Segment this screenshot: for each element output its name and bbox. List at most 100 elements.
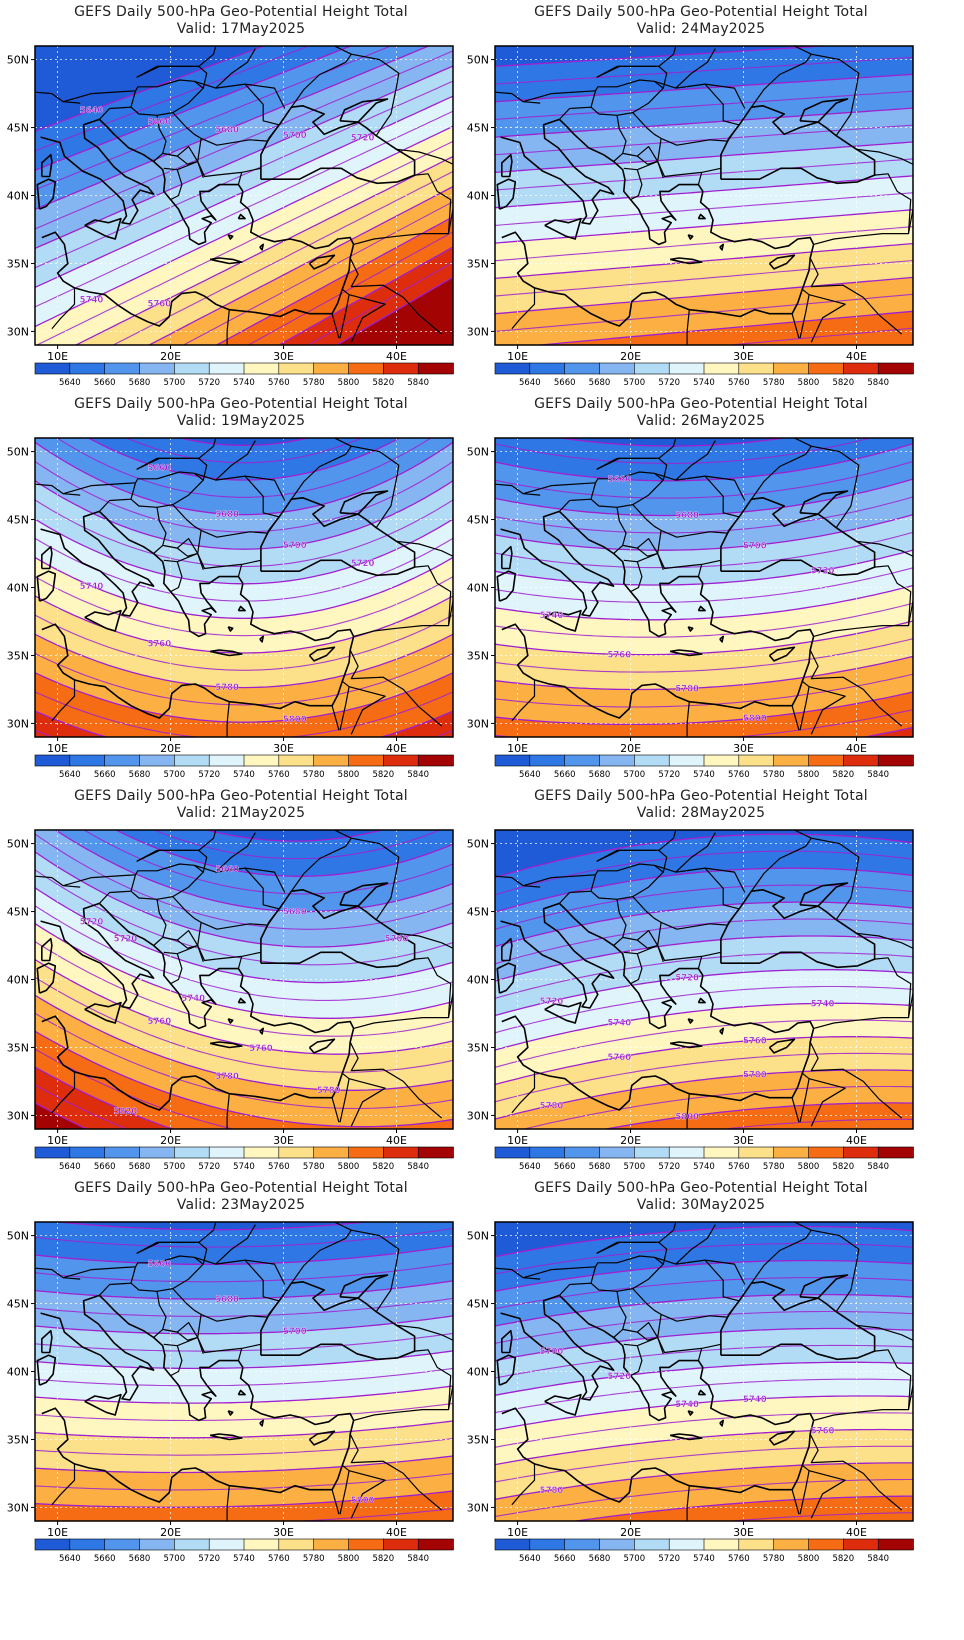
colorbar-swatch [668,1538,705,1551]
contour-label: 5820 [114,1107,138,1117]
country-border [163,951,183,985]
lat-tick-label: 50N [7,54,29,67]
colorbar-swatch [243,754,280,767]
coastline [669,1041,703,1049]
lat-tick-label: 45N [467,1298,489,1311]
country-border [51,1463,76,1506]
colorbar-swatch [773,1146,810,1159]
contour-line [35,851,453,948]
colorbar-swatch [842,1538,879,1551]
height-band [35,1031,453,1129]
colorbar-swatch [494,362,531,375]
coastline [227,1018,234,1024]
lon-tick-label: 10E [507,350,528,363]
colorbar-swatch [313,1538,350,1551]
coastline [501,937,513,962]
colorbar-label: 5820 [832,1554,854,1564]
coastlines [495,1222,913,1521]
colorbar: 5640 5660 5680 5700 5720 5740 5760 5780 5800 5820… [34,362,454,388]
contour-line [35,710,453,737]
lat-tick-label: 40N [467,190,489,203]
lon-tick-label: 20E [160,742,181,755]
colorbar-swatch [243,1538,280,1551]
colorbar-label: 5680 [589,1162,611,1172]
coastline [544,1393,582,1416]
country-border [657,138,722,178]
contour-line [147,185,453,345]
colorbar-swatch [738,754,775,767]
contour-label: 5700 [283,541,307,551]
height-band [35,1491,453,1521]
country-border [791,705,800,731]
height-band [35,1102,87,1129]
country-border [590,863,664,900]
coastline [339,490,389,515]
colorbar-swatch [877,1538,914,1551]
country-border [791,1097,800,1123]
country-border [237,172,243,185]
coastline [227,234,234,240]
contour-line [495,531,913,569]
coastline [500,510,615,617]
height-band [495,691,913,737]
lon-tick-label: 30E [733,1526,754,1539]
contour-line [35,556,453,620]
country-border [396,1324,453,1341]
colorbar-label: 5680 [129,378,151,388]
contour-line [35,65,453,250]
country-border [511,1463,536,1506]
contour-line [35,1420,453,1439]
contour-line [277,246,453,345]
country-border [162,1322,199,1338]
coastline [40,510,155,617]
colorbar-swatch [668,754,705,767]
country-border [136,1222,217,1254]
contour-label: 5800 [743,714,767,724]
country-border [720,924,729,939]
panel-title: GEFS Daily 500-hPa Geo-Potential Height … [74,4,408,20]
colorbar-label: 5800 [338,1162,360,1172]
contour-line [724,327,913,345]
colorbar-label: 5780 [763,378,785,388]
colorbar-swatch [773,362,810,375]
contour-line [495,158,913,191]
coastline [331,1028,355,1099]
colorbar-label: 5660 [94,1162,116,1172]
contour-line [495,1327,913,1362]
country-border [511,287,536,330]
contour-line [495,969,913,1017]
colorbar: 5640 5660 5680 5700 5720 5740 5760 5780 5800 5820… [494,362,914,388]
colorbar-label: 5700 [623,1162,645,1172]
panel-valid-date: Valid: 26May2025 [636,413,766,429]
colorbar-swatch [278,1146,315,1159]
panel-valid-date: Valid: 23May2025 [176,1197,306,1213]
country-border [720,532,729,547]
country-border [750,830,812,892]
country-border [632,1256,740,1322]
lon-tick-label: 10E [47,350,68,363]
lon-tick-label: 10E [47,742,68,755]
country-border [637,944,664,962]
contour-line [124,438,364,464]
country-border [750,46,812,108]
contour-line [495,478,913,517]
country-border [260,924,269,939]
country-border [226,1485,230,1521]
country-border [176,155,198,165]
country-border [237,1348,243,1361]
contour-line [495,673,913,708]
country-border [657,1314,722,1354]
contour-line [35,614,453,671]
country-border [799,1464,810,1515]
contour-line [495,1052,913,1103]
country-border [290,438,352,500]
contour-line [495,1462,913,1500]
contour-line [35,633,453,689]
contour-line [495,638,913,673]
contour-label: 5680 [283,907,307,917]
contour-line [495,850,913,896]
country-border [675,48,716,89]
colorbar-swatch [278,754,315,767]
contour-line [495,259,913,297]
country-border [215,440,256,481]
